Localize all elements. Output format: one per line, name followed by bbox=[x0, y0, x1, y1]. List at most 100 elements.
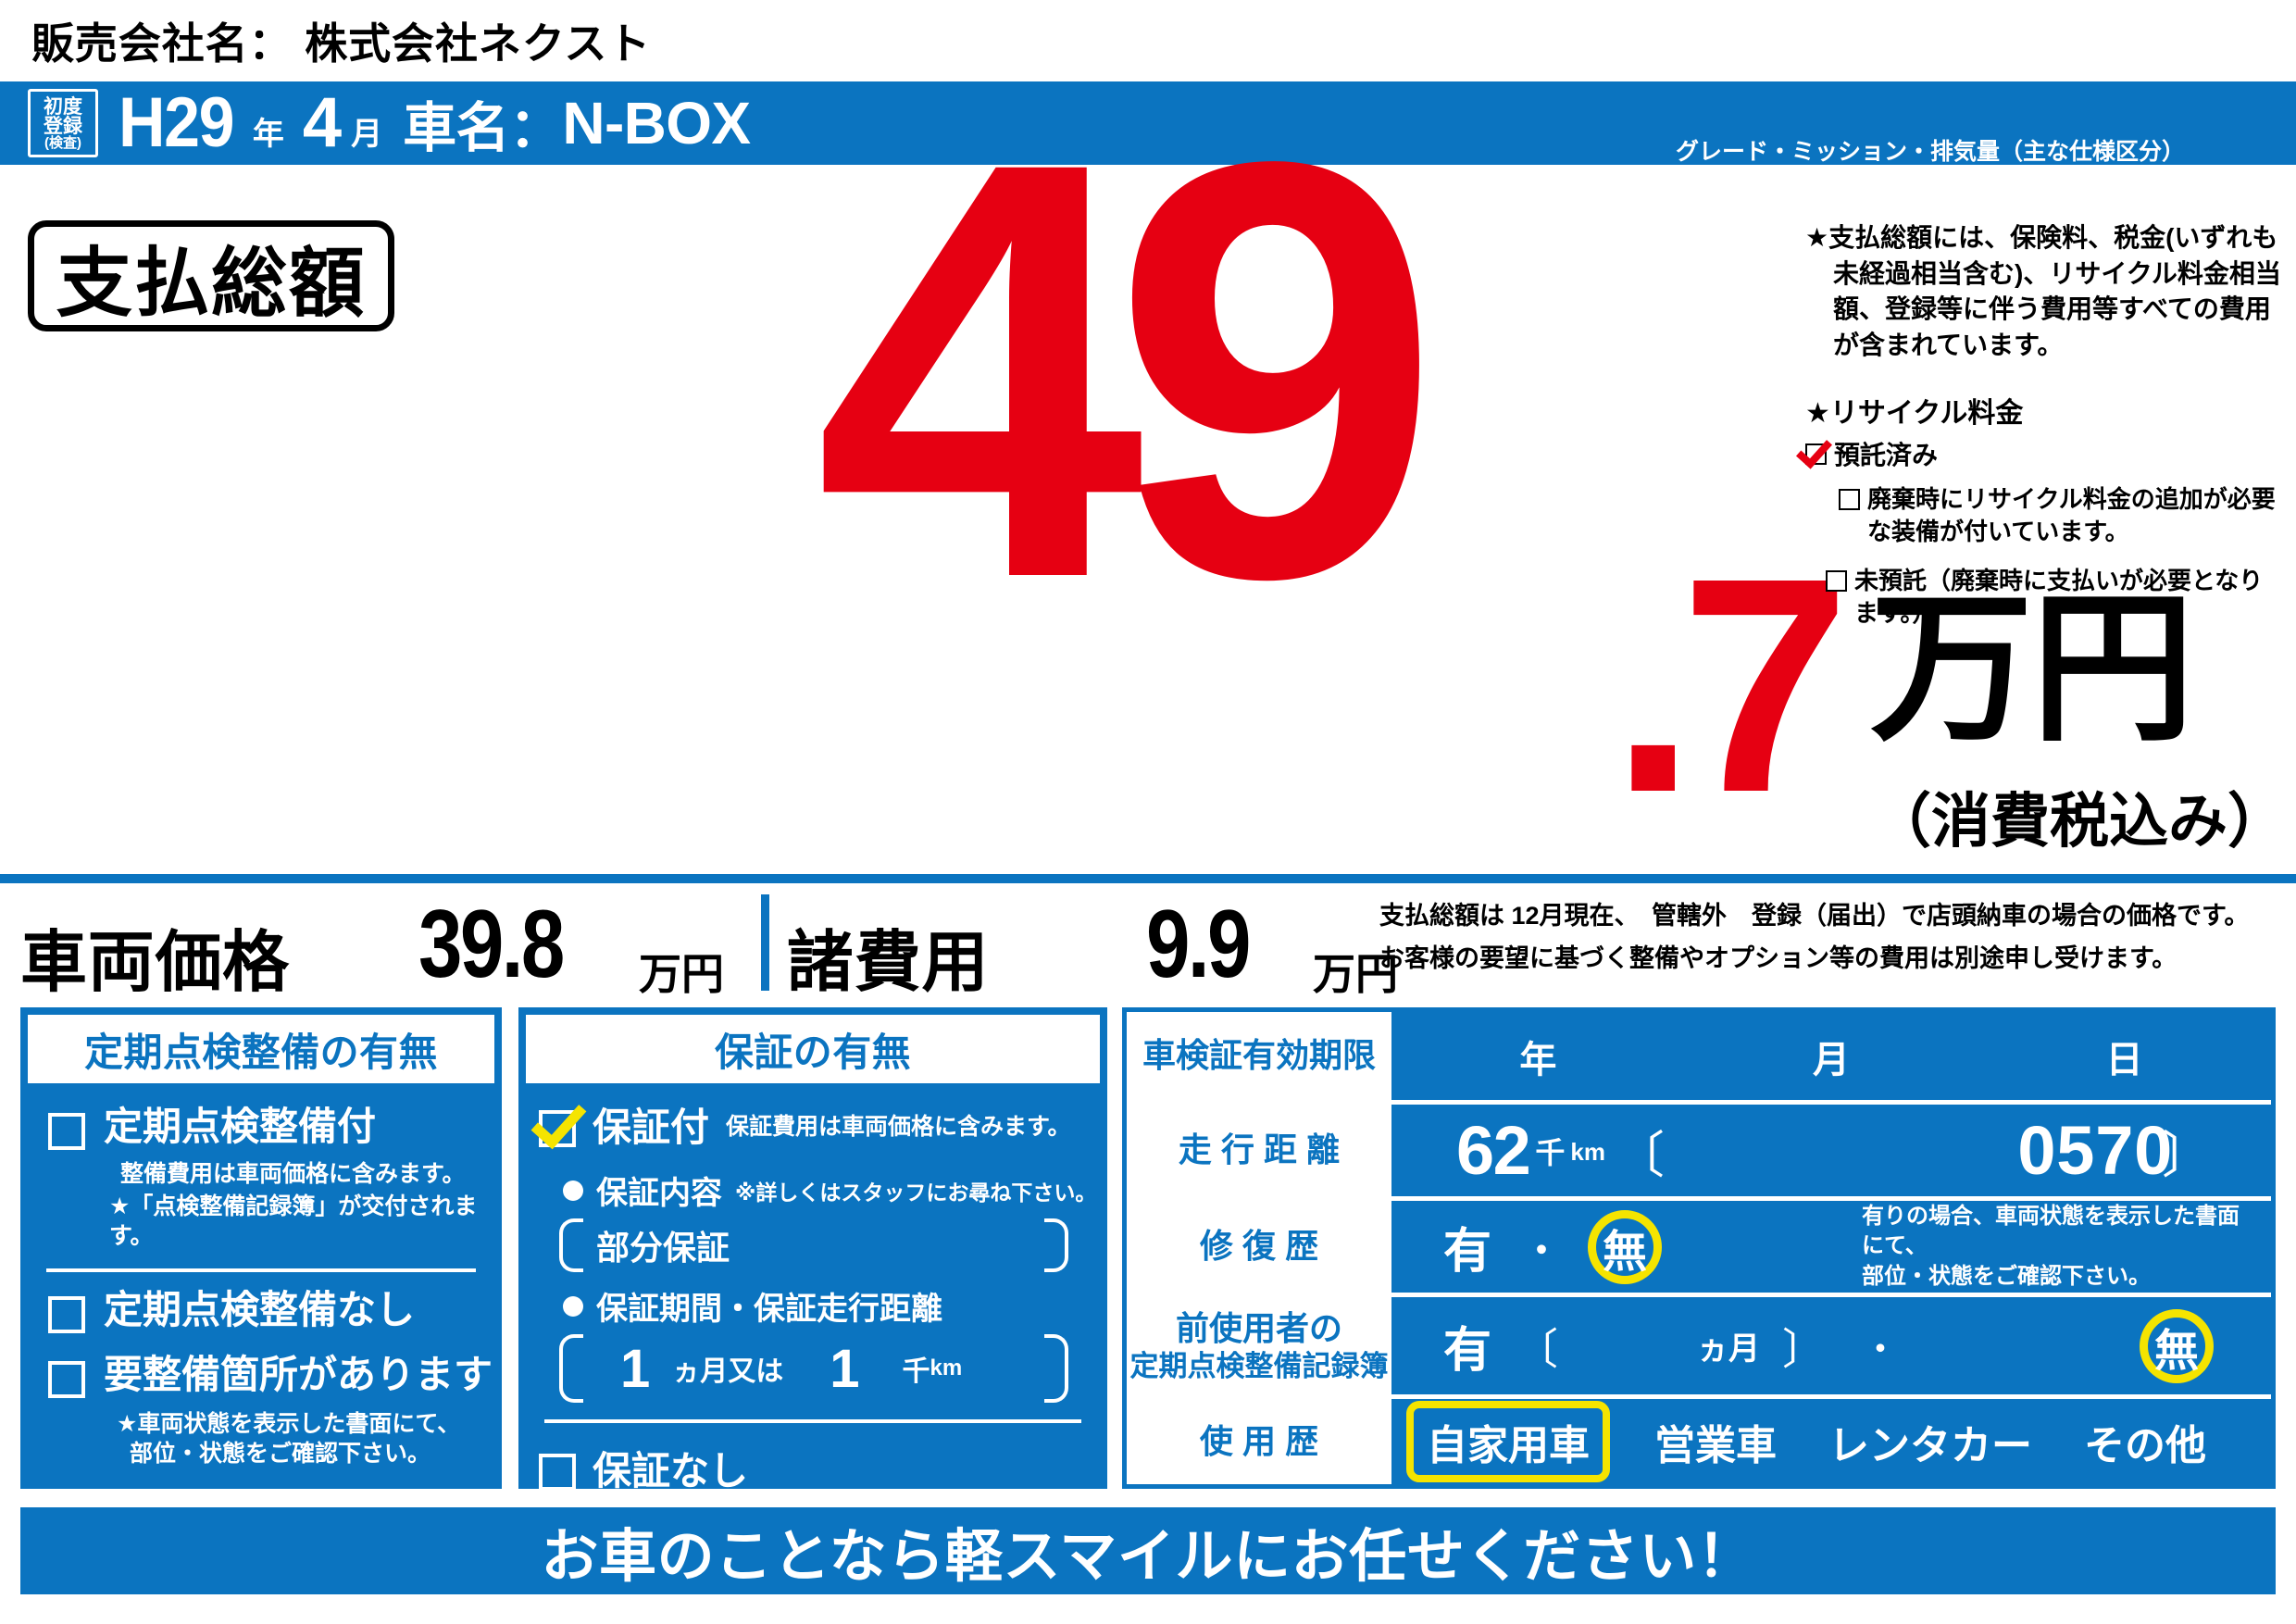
recycle-option-deposited[interactable]: 預託済み bbox=[1805, 438, 2287, 473]
vehicle-spec-table: 車検証有効期限 年 月 日 走行距離 62 千 km 〔 0570 〕 修復歴 bbox=[1122, 1007, 2276, 1489]
price-summary-row: 車両価格 39.8 万円 諸費用 9.9 万円 bbox=[0, 889, 2296, 1000]
shaken-expiry-value[interactable]: 年 月 日 bbox=[1391, 1012, 2271, 1100]
warranty-content-label: 保証内容 bbox=[596, 1176, 722, 1211]
warranty-panel: 保証の有無 保証付 保証費用は車両価格に含みます。 保証内容 ※詳しくはスタッフ… bbox=[518, 1007, 1107, 1493]
fees-value: 9.9 bbox=[1146, 891, 1251, 998]
warranty-period-bracket: 1 ヵ月又は 1 千 km bbox=[559, 1332, 1068, 1405]
recycle-option-not-deposited[interactable]: 未預託（廃棄時に支払いが必要となります。） bbox=[1826, 565, 2287, 630]
recycle-option-additional-label: 廃棄時にリサイクル料金の追加が必要な装備が付いています。 bbox=[1867, 485, 2276, 545]
warranty-period-label: 保証期間・保証走行距離 bbox=[596, 1292, 942, 1327]
panel-divider bbox=[544, 1419, 1081, 1423]
checkbox-checked-icon[interactable] bbox=[1805, 443, 1827, 465]
bullet-icon bbox=[563, 1295, 583, 1317]
warranty-content-row: 保証内容 ※詳しくはスタッフにお尋ね下さい。 bbox=[526, 1168, 1100, 1213]
repair-history-note: 有りの場合、車両状態を表示した書面にて、 部位・状態をご確認下さい。 bbox=[1862, 1202, 2260, 1292]
inspection-option-with[interactable]: 定期点検整備付 bbox=[28, 1105, 494, 1150]
checkbox-icon[interactable] bbox=[48, 1360, 85, 1398]
previous-owner-record-months-unit: ヵ月 bbox=[1697, 1331, 1761, 1367]
table-row-shaken: 車検証有効期限 年 月 日 bbox=[1127, 1012, 2271, 1105]
inspection-option-with-label: 定期点検整備付 bbox=[104, 1105, 377, 1148]
warranty-with-option[interactable]: 保証付 保証費用は車両価格に含みます。 bbox=[526, 1096, 1100, 1153]
registration-month: 4 bbox=[302, 83, 343, 162]
usage-option-private-selected[interactable]: 自家用車 bbox=[1406, 1401, 1610, 1482]
car-name-value: N-BOX bbox=[562, 90, 751, 156]
previous-owner-record-label: 前使用者の 定期点検整備記録簿 bbox=[1127, 1297, 1391, 1394]
fees-label: 諸費用 bbox=[787, 926, 990, 1000]
month-unit-label: 月 bbox=[351, 117, 383, 152]
total-payment-label: 支払総額 bbox=[56, 241, 367, 326]
recycle-fee-heading: ★リサイクル料金 bbox=[1805, 397, 2024, 429]
warranty-with-label: 保証付 bbox=[593, 1106, 710, 1149]
warranty-content-bracket: 部分保証 bbox=[559, 1217, 1068, 1274]
warranty-period-km-unit2: km bbox=[930, 1355, 963, 1380]
footer-banner: お車のことなら軽スマイルにお任せください！ bbox=[20, 1507, 2276, 1594]
grade-block: グレード・ミッション・排気量（主な仕様区分） G bbox=[1676, 139, 2185, 206]
repair-history-value: 有 ・ 無 有りの場合、車両状態を表示した書面にて、 部位・状態をご確認下さい。 bbox=[1391, 1201, 2271, 1293]
mileage-number: 62 bbox=[1456, 1112, 1531, 1189]
previous-owner-record-value: 有 〔 ヵ月 〕 ・ 無 bbox=[1391, 1297, 2271, 1394]
repair-history-yes[interactable]: 有 bbox=[1443, 1225, 1492, 1279]
checkbox-icon[interactable] bbox=[48, 1295, 85, 1333]
mileage-label: 走行距離 bbox=[1127, 1105, 1391, 1196]
fees-unit: 万円 bbox=[1313, 950, 1398, 998]
repair-history-label: 修復歴 bbox=[1127, 1201, 1391, 1293]
panel-divider bbox=[46, 1268, 476, 1272]
warranty-period-months: 1 bbox=[620, 1338, 651, 1399]
recycle-option-additional[interactable]: 廃棄時にリサイクル料金の追加が必要な装備が付いています。 bbox=[1839, 483, 2287, 548]
recycle-option-not-deposited-label: 未預託（廃棄時に支払いが必要となります。） bbox=[1854, 566, 2264, 627]
checkbox-icon[interactable] bbox=[48, 1113, 85, 1150]
checkbox-icon[interactable] bbox=[539, 1453, 576, 1491]
reg-badge-line2: 登録 bbox=[44, 115, 82, 137]
table-row-previous-owner-record: 前使用者の 定期点検整備記録簿 有 〔 ヵ月 〕 ・ 無 bbox=[1127, 1297, 2271, 1399]
warranty-title: 保証の有無 bbox=[526, 1015, 1100, 1083]
bracket-open-icon: 〔 bbox=[1614, 1128, 1665, 1183]
mileage-code: 0570 bbox=[2017, 1112, 2173, 1189]
inspection-option-with-sub1: 整備費用は車両価格に含みます。 bbox=[120, 1161, 466, 1187]
mileage-unit-km: km bbox=[1570, 1138, 1605, 1166]
price-condition-note: 支払総額は 12月現在、 管轄外 登録（届出）で店頭納車の場合の価格です。 お客… bbox=[1379, 894, 2287, 981]
checkbox-icon[interactable] bbox=[1839, 489, 1860, 511]
repair-history-no-selected[interactable]: 無 bbox=[1588, 1209, 1663, 1284]
notes-block: ★支払総額には、保険料、税金(いずれも未経過相当含む)、リサイクル料金相当額、登… bbox=[1805, 220, 2287, 629]
first-registration-badge: 初度 登録 (検査) bbox=[28, 89, 98, 157]
footer-message: お車のことなら軽スマイルにお任せください！ bbox=[541, 1525, 1755, 1589]
periodic-inspection-title: 定期点検整備の有無 bbox=[28, 1015, 494, 1083]
grade-label: グレード・ミッション・排気量（主な仕様区分） bbox=[1676, 139, 2186, 165]
grade-value: G bbox=[1679, 165, 1709, 206]
header-main: H29 年 4 月 車名： N-BOX bbox=[119, 81, 751, 165]
inspection-option-repair-sub1: ★車両状態を表示した書面にて、 bbox=[117, 1410, 461, 1437]
inspection-option-without[interactable]: 定期点検整備なし bbox=[28, 1287, 494, 1333]
usage-option-business[interactable]: 営業車 bbox=[1654, 1423, 1777, 1468]
warranty-period-km-unit: 千 bbox=[902, 1356, 930, 1387]
year-unit-label: 年 bbox=[252, 117, 284, 152]
previous-owner-record-yes[interactable]: 有 bbox=[1443, 1324, 1492, 1378]
warranty-without-option[interactable]: 保証なし bbox=[526, 1440, 1100, 1496]
shaken-month-unit: 月 bbox=[1813, 1039, 1850, 1081]
usage-history-value: 自家用車 営業車 レンタカー その他 bbox=[1391, 1399, 2271, 1484]
bracket-close-icon: 〕 bbox=[1782, 1324, 1826, 1373]
usage-history-label: 使用歴 bbox=[1127, 1399, 1391, 1484]
checkbox-icon[interactable] bbox=[1826, 569, 1847, 592]
vehicle-price-label: 車両価格 bbox=[20, 926, 290, 1000]
previous-owner-record-no-selected[interactable]: 無 bbox=[2140, 1308, 2214, 1383]
vehicle-price-value: 39.8 bbox=[418, 891, 565, 998]
vehicle-price-unit: 万円 bbox=[639, 950, 724, 998]
usage-option-rental[interactable]: レンタカー bbox=[1828, 1423, 2032, 1468]
inspection-option-needs-repair-label: 要整備箇所があります bbox=[104, 1352, 493, 1396]
inspection-option-without-label: 定期点検整備なし bbox=[104, 1287, 416, 1331]
total-price-decimal: .7 bbox=[1611, 514, 1851, 856]
section-divider bbox=[0, 874, 2296, 883]
inspection-option-needs-repair[interactable]: 要整備箇所があります bbox=[28, 1352, 494, 1398]
shaken-year-unit: 年 bbox=[1519, 1039, 1557, 1081]
registration-era-year: H29 bbox=[119, 83, 234, 162]
checkbox-checked-icon[interactable] bbox=[539, 1109, 576, 1147]
usage-option-other[interactable]: その他 bbox=[2084, 1423, 2206, 1468]
previous-owner-record-label-line1: 前使用者の bbox=[1175, 1308, 1342, 1347]
price-condition-note-line1: 支払総額は 12月現在、 管轄外 登録（届出）で店頭納車の場合の価格です。 bbox=[1379, 902, 2250, 930]
reg-badge-line3: (検査) bbox=[44, 134, 81, 151]
price-condition-note-line2: お客様の要望に基づく整備やオプション等の費用は別途申し受けます。 bbox=[1379, 944, 2177, 973]
warranty-period-km: 1 bbox=[830, 1338, 860, 1399]
bullet-icon bbox=[563, 1180, 583, 1201]
previous-owner-record-label-line2: 定期点検整備記録簿 bbox=[1129, 1349, 1389, 1382]
